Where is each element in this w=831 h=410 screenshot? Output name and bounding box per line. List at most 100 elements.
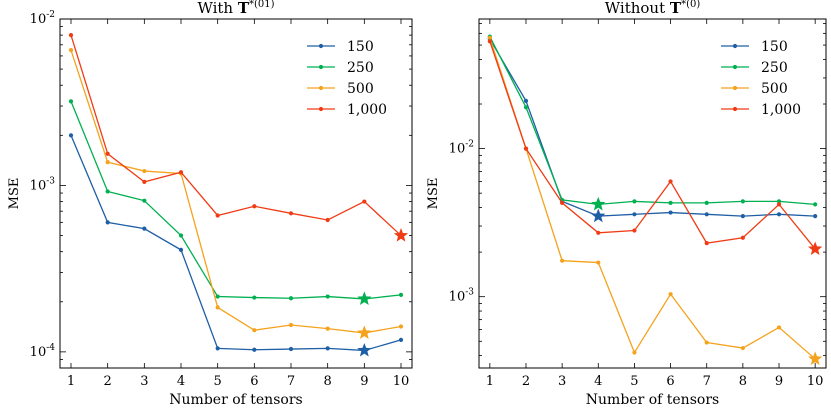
data-point	[252, 204, 257, 209]
x-tick-label: 10	[807, 374, 824, 389]
best-star-marker	[357, 325, 372, 339]
data-point	[632, 199, 637, 204]
legend-marker	[318, 64, 324, 70]
data-point	[252, 295, 257, 300]
series-line-250	[489, 36, 816, 206]
data-point	[523, 146, 529, 151]
series-line-500	[489, 37, 816, 360]
x-tick-label: 3	[140, 374, 148, 389]
data-point	[105, 151, 110, 156]
data-point	[398, 292, 404, 297]
data-point	[668, 292, 673, 297]
data-point	[288, 346, 294, 352]
legend-marker	[318, 106, 324, 112]
x-tick-label: 6	[250, 374, 258, 389]
data-point	[740, 199, 745, 204]
legend-label: 500	[347, 81, 374, 97]
data-point	[325, 294, 330, 299]
x-axis-label: Number of tensors	[169, 392, 302, 408]
data-point	[776, 212, 782, 217]
legend-label: 250	[761, 60, 788, 76]
legend-marker	[318, 85, 324, 91]
x-tick-label: 6	[666, 374, 674, 389]
x-tick-label: 7	[703, 374, 711, 389]
data-point	[215, 305, 220, 310]
best-star-marker	[357, 291, 372, 305]
data-point	[325, 346, 330, 351]
best-star-marker	[357, 342, 372, 357]
best-star-marker	[808, 241, 823, 256]
series-line-500	[70, 49, 402, 334]
y-tick-label: 10-3	[449, 288, 475, 305]
chart-title: With T*(01)	[197, 0, 274, 17]
data-point	[105, 220, 110, 225]
series-line-1000	[489, 41, 816, 250]
data-point	[632, 350, 637, 355]
x-tick-label: 8	[324, 374, 332, 389]
legend-label: 150	[347, 39, 374, 55]
data-point	[560, 258, 565, 263]
y-axis-label: MSE	[426, 178, 441, 210]
chart-without-t0: 10-2 10-3 1 2 3 4 5 6 7 8 9 10 Without T*(0) Number o…	[426, 0, 827, 408]
data-point	[668, 179, 673, 184]
x-tick-label: 7	[287, 374, 295, 389]
y-tick-label: 10-2	[449, 140, 474, 157]
legend-label: 1,000	[347, 102, 387, 118]
chart-with-t01: 10-2 10-3 10-4 1 2 3 4 5 6 7 8 9 10 With T*(01) Number…	[7, 0, 413, 408]
data-point	[215, 346, 220, 351]
data-point	[142, 168, 147, 174]
data-point	[142, 179, 147, 185]
legend-marker	[732, 64, 738, 70]
data-point	[288, 211, 294, 216]
data-point	[487, 35, 492, 40]
data-point	[813, 214, 818, 219]
data-point	[252, 347, 257, 352]
data-point	[740, 235, 745, 240]
chart-title: Without T*(0)	[605, 0, 701, 17]
data-point	[704, 340, 709, 345]
series-line-150	[70, 135, 402, 352]
data-point	[68, 33, 74, 38]
x-tick-label: 8	[739, 374, 747, 389]
legend-label: 250	[347, 60, 374, 76]
data-point	[632, 212, 637, 217]
x-tick-label: 2	[522, 374, 530, 389]
x-tick-label: 4	[594, 374, 602, 389]
y-tick-label: 10-3	[30, 176, 56, 193]
data-point	[215, 294, 220, 299]
legend-marker	[732, 106, 738, 112]
data-point	[362, 199, 367, 204]
best-star-marker	[393, 228, 409, 242]
data-point	[178, 233, 184, 238]
data-point	[668, 210, 673, 215]
data-point	[776, 325, 782, 330]
data-point	[215, 213, 220, 218]
axes-frame	[59, 18, 413, 369]
data-point	[288, 322, 294, 328]
data-point	[252, 328, 257, 333]
data-point	[704, 200, 709, 205]
data-point	[178, 170, 184, 175]
data-point	[487, 39, 492, 44]
plot-area	[68, 33, 409, 357]
x-tick-label: 2	[104, 374, 112, 389]
best-star-marker	[808, 351, 823, 365]
data-point	[68, 48, 74, 53]
data-point	[142, 198, 147, 203]
data-point	[776, 199, 782, 204]
x-tick-label: 1	[67, 374, 75, 389]
data-point	[68, 99, 74, 104]
data-point	[740, 345, 745, 351]
axes-frame	[478, 18, 827, 369]
data-point	[288, 296, 294, 301]
data-point	[596, 230, 601, 235]
data-point	[776, 202, 782, 207]
x-tick-label: 5	[214, 374, 222, 389]
data-point	[704, 212, 709, 217]
data-point	[398, 337, 404, 343]
data-point	[398, 324, 404, 329]
legend-marker	[732, 43, 738, 49]
data-point	[668, 200, 673, 205]
x-tick-label: 4	[177, 374, 185, 389]
series-line-1000	[70, 34, 402, 237]
